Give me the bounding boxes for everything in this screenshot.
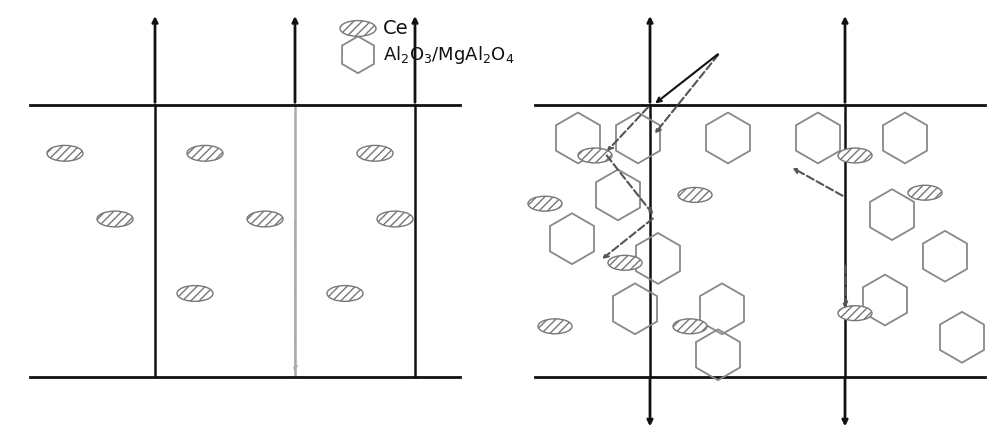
Circle shape [673, 319, 707, 334]
Circle shape [908, 185, 942, 200]
Circle shape [608, 255, 642, 270]
Text: Al$_2$O$_3$/MgAl$_2$O$_4$: Al$_2$O$_3$/MgAl$_2$O$_4$ [383, 44, 515, 66]
Circle shape [838, 306, 872, 321]
Circle shape [247, 211, 283, 227]
Circle shape [340, 21, 376, 36]
Circle shape [538, 319, 572, 334]
Circle shape [377, 211, 413, 227]
Circle shape [327, 286, 363, 301]
Text: Ce: Ce [383, 19, 409, 38]
Circle shape [678, 187, 712, 202]
Circle shape [177, 286, 213, 301]
Circle shape [528, 196, 562, 211]
Circle shape [578, 148, 612, 163]
Circle shape [187, 145, 223, 161]
Circle shape [838, 148, 872, 163]
Circle shape [97, 211, 133, 227]
Circle shape [47, 145, 83, 161]
Circle shape [357, 145, 393, 161]
